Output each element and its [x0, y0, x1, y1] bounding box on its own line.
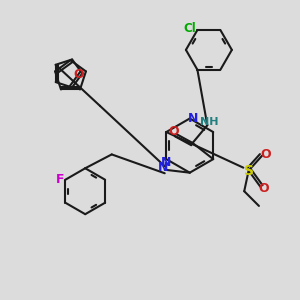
Text: Cl: Cl: [184, 22, 196, 35]
Text: N: N: [158, 161, 168, 174]
Text: N: N: [161, 156, 172, 169]
Text: S: S: [244, 164, 254, 178]
Text: O: O: [259, 182, 269, 195]
Text: N: N: [188, 112, 199, 125]
Text: F: F: [56, 173, 64, 186]
Text: O: O: [260, 148, 271, 161]
Text: O: O: [74, 68, 84, 81]
Text: NH: NH: [200, 117, 219, 127]
Text: O: O: [168, 125, 179, 138]
